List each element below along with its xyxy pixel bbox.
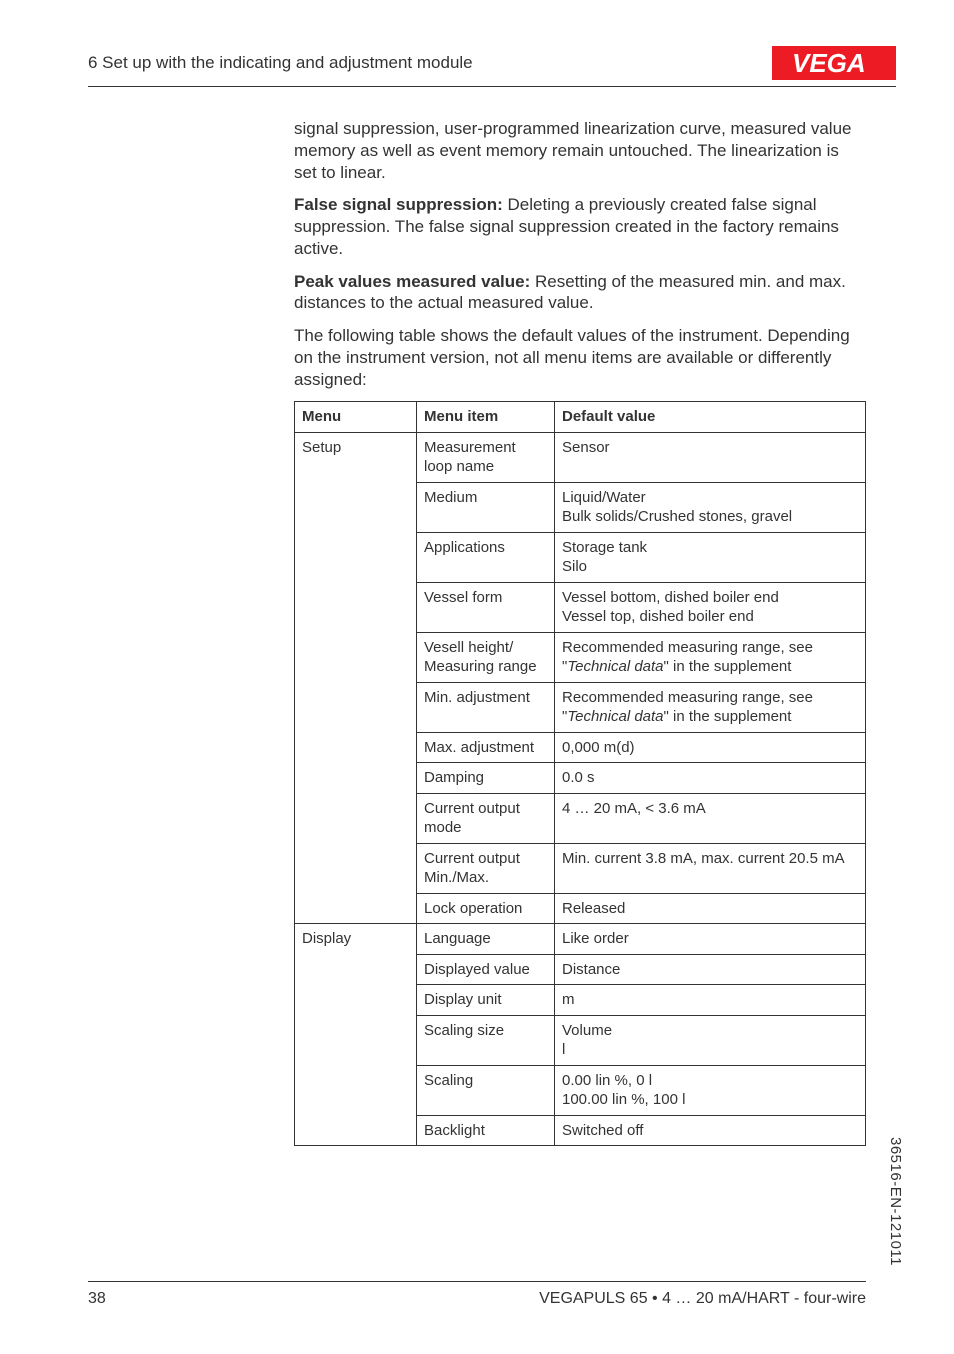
cell-value: Vessel bottom, dished boiler end Vessel t… xyxy=(555,582,866,632)
cell-value: Like order xyxy=(555,924,866,955)
cell-value: Storage tank Silo xyxy=(555,532,866,582)
cell-value: Sensor xyxy=(555,432,866,482)
header-section-title: 6 Set up with the indicating and adjustm… xyxy=(88,53,473,73)
value-italic: Technical data xyxy=(567,658,663,675)
vega-logo: VEGA xyxy=(772,46,896,80)
cell-item: Medium xyxy=(417,482,555,532)
cell-item: Lock operation xyxy=(417,893,555,924)
cell-item: Language xyxy=(417,924,555,955)
table-header-row: Menu Menu item Default value xyxy=(295,402,866,433)
cell-item: Scaling size xyxy=(417,1015,555,1065)
value-post: " in the supplement xyxy=(664,658,792,675)
value-line: l xyxy=(562,1041,565,1058)
cell-value: Min. current 3.8 mA, max. current 20.5 m… xyxy=(555,843,866,893)
cell-item: Max. adjustment xyxy=(417,732,555,763)
cell-value: 0.00 lin %, 0 l 100.00 lin %, 100 l xyxy=(555,1065,866,1115)
paragraph-4: The following table shows the default va… xyxy=(294,325,866,390)
cell-menu-display: Display xyxy=(295,924,417,1146)
value-line: Liquid/Water xyxy=(562,489,646,506)
value-post: " in the supplement xyxy=(664,708,792,725)
value-line: Silo xyxy=(562,558,587,575)
cell-item: Current output Min./Max. xyxy=(417,843,555,893)
cell-menu-setup: Setup xyxy=(295,432,417,924)
value-line: Volume xyxy=(562,1022,612,1039)
side-doc-code: 36516-EN-121011 xyxy=(887,1137,904,1266)
cell-item: Vesell height/ Measuring range xyxy=(417,632,555,682)
cell-value: Switched off xyxy=(555,1115,866,1146)
cell-value: m xyxy=(555,985,866,1016)
cell-item: Displayed value xyxy=(417,954,555,985)
cell-item: Current output mode xyxy=(417,793,555,843)
table-header-default: Default value xyxy=(555,402,866,433)
cell-item: Measurement loop name xyxy=(417,432,555,482)
table-row: Display Language Like order xyxy=(295,924,866,955)
table-header-menu: Menu xyxy=(295,402,417,433)
table-row: Setup Measurement loop name Sensor xyxy=(295,432,866,482)
paragraph-3: Peak values measured value: Resetting of… xyxy=(294,271,866,315)
cell-value: Released xyxy=(555,893,866,924)
body-content: signal suppression, user-programmed line… xyxy=(294,118,866,1146)
cell-value: Recommended measuring range, see "Techni… xyxy=(555,632,866,682)
footer-product: VEGAPULS 65 • 4 … 20 mA/HART - four-wire xyxy=(539,1290,866,1308)
value-italic: Technical data xyxy=(567,708,663,725)
defaults-table: Menu Menu item Default value Setup Measu… xyxy=(294,401,866,1146)
paragraph-3-bold: Peak values measured value: xyxy=(294,272,530,291)
cell-item: Min. adjustment xyxy=(417,682,555,732)
cell-value: 0,000 m(d) xyxy=(555,732,866,763)
cell-value: Distance xyxy=(555,954,866,985)
cell-value: Recommended measuring range, see "Techni… xyxy=(555,682,866,732)
paragraph-2: False signal suppression: Deleting a pre… xyxy=(294,194,866,259)
paragraph-2-bold: False signal suppression: xyxy=(294,195,503,214)
cell-value: 4 … 20 mA, < 3.6 mA xyxy=(555,793,866,843)
cell-item: Damping xyxy=(417,763,555,794)
value-line: Vessel top, dished boiler end xyxy=(562,608,754,625)
svg-text:VEGA: VEGA xyxy=(792,48,866,78)
page-header: 6 Set up with the indicating and adjustm… xyxy=(88,46,896,87)
cell-item: Applications xyxy=(417,532,555,582)
cell-value: Liquid/Water Bulk solids/Crushed stones, … xyxy=(555,482,866,532)
value-line: 100.00 lin %, 100 l xyxy=(562,1091,685,1108)
cell-item: Backlight xyxy=(417,1115,555,1146)
cell-value: Volume l xyxy=(555,1015,866,1065)
paragraph-1: signal suppression, user-programmed line… xyxy=(294,118,866,183)
cell-item: Scaling xyxy=(417,1065,555,1115)
table-header-item: Menu item xyxy=(417,402,555,433)
value-line: Vessel bottom, dished boiler end xyxy=(562,589,779,606)
cell-item: Vessel form xyxy=(417,582,555,632)
cell-value: 0.0 s xyxy=(555,763,866,794)
footer-page-number: 38 xyxy=(88,1290,106,1308)
cell-item: Display unit xyxy=(417,985,555,1016)
value-line: Storage tank xyxy=(562,539,647,556)
value-line: 0.00 lin %, 0 l xyxy=(562,1072,652,1089)
page-footer: 38 VEGAPULS 65 • 4 … 20 mA/HART - four-w… xyxy=(88,1281,866,1308)
value-line: Bulk solids/Crushed stones, gravel xyxy=(562,508,792,525)
